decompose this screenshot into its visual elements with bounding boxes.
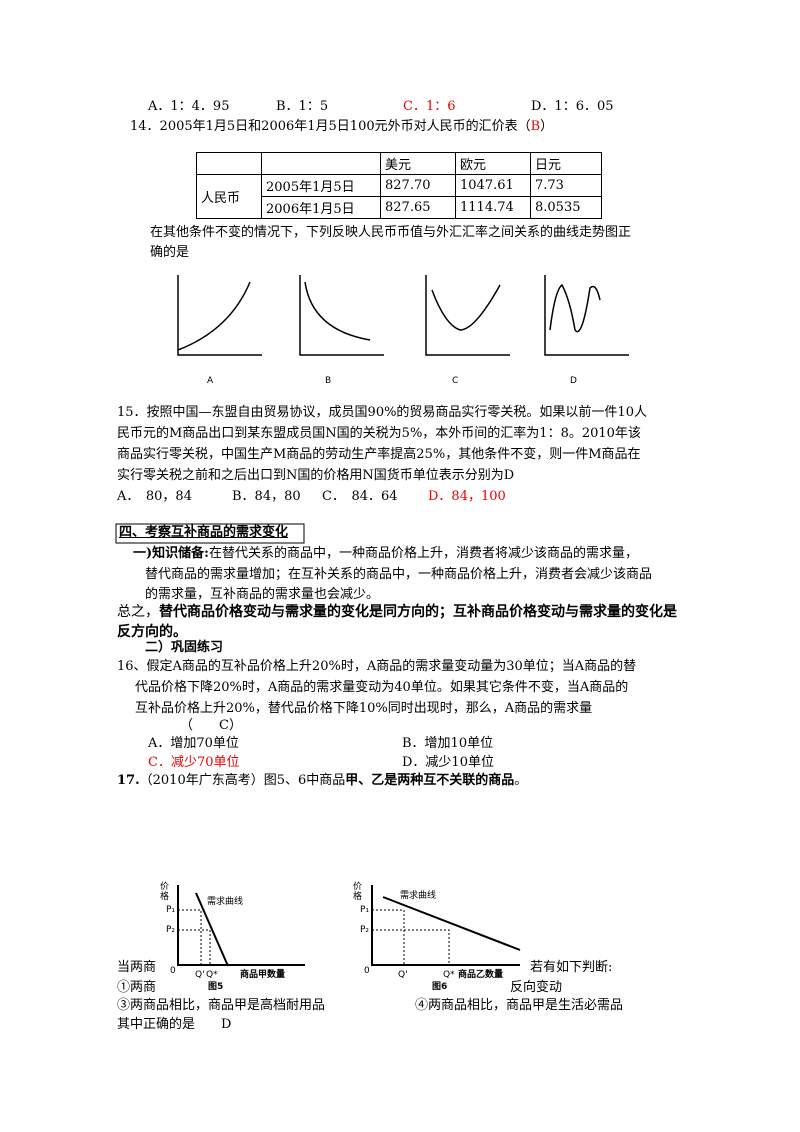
- graph-d: [544, 275, 629, 356]
- graph-c: [425, 275, 510, 356]
- cell: 日元: [530, 152, 602, 175]
- cell: 1114.74: [455, 196, 531, 219]
- text-line: 反方向的。: [117, 624, 187, 640]
- cell: 美元: [380, 152, 456, 175]
- question: 14．2005年1月5日和2006年1月5日100元外币对人民币的汇价表（B）: [130, 118, 553, 136]
- text-line: 民币元的M商品出口到某东盟成员国N国的关税为5%，本外币间的汇率为1：8。201…: [117, 426, 641, 441]
- question: 17.（2010年广东高考）图5、6中商品甲、乙是两种互不关联的商品。: [117, 772, 527, 790]
- tick-label: P₁: [166, 905, 176, 915]
- stem-end: 。: [514, 773, 528, 788]
- cell: 欧元: [455, 152, 531, 175]
- graph-b: [299, 275, 384, 356]
- heading-box: [115, 523, 305, 544]
- text-line: （ C）: [180, 718, 242, 733]
- text-fragment: 当两商: [117, 960, 157, 975]
- option: A． 80，84: [117, 489, 192, 504]
- text-line: ④两商品相比，商品甲是生活必需品: [415, 998, 624, 1013]
- option: D．1：6．05: [531, 99, 614, 114]
- curve-label: 需求曲线: [207, 897, 244, 907]
- option: B．1：5: [276, 99, 329, 114]
- cell: 人民币: [196, 174, 262, 219]
- text-line: 的需求量，互补商品的需求量也会减少。: [145, 587, 380, 602]
- tick-label: P₂: [166, 925, 176, 935]
- option: C．1：6: [403, 99, 456, 114]
- tick-label: Q*: [443, 970, 455, 980]
- prefix: 总之，: [117, 604, 159, 620]
- graph-label: A: [207, 376, 214, 386]
- number: 17.: [117, 773, 140, 788]
- tick-label: P₂: [360, 925, 370, 935]
- text-line: 商品实行零关税，中国生产M商品的劳动生产率提高25%，其他条件不变，则一件M商品…: [117, 447, 641, 462]
- text-line: 代品价格下降20%时，A商品的需求量变动为40单位。如果其它条件不变，当A商品的: [135, 680, 629, 695]
- answer: B: [530, 119, 541, 134]
- option: B．84，80: [232, 489, 301, 504]
- text-fragment: ①两商: [117, 980, 157, 995]
- curve-label: 需求曲线: [400, 891, 437, 901]
- option: D．84，100: [428, 489, 506, 504]
- cell: 827.65: [380, 196, 456, 219]
- stem: （2010年广东高考）图5、6中商品: [139, 773, 346, 788]
- section-heading: 四、考察互补商品的需求变化: [119, 525, 289, 540]
- graph-label: D: [570, 376, 577, 386]
- text: 替代商品价格变动与需求量的变化是同方向的；互补商品价格变动与需求量的变化是: [159, 604, 677, 620]
- option: C． 84．64: [322, 489, 398, 504]
- text-line: 替代商品的需求量增加；在互补关系的商品中，一种商品价格上升，消费者会减少该商品: [145, 567, 653, 582]
- text-fragment: 若有如下判断:: [530, 960, 613, 975]
- option: A．1：4．95: [148, 99, 230, 114]
- caption: 图6: [432, 982, 448, 992]
- axis-label: 商品甲数量: [240, 970, 286, 980]
- text-line: 一)知识储备:在替代关系的商品中，一种商品价格上升，消费者将减少该商品的需求量，: [133, 545, 638, 563]
- text-line: 16、假定A商品的互补品价格上升20%时，A商品的需求量变动量为30单位；当A商…: [117, 659, 637, 674]
- graph-a: [177, 275, 262, 356]
- text-line: 互补品价格上升20%，替代品价格下降10%同时出现时，那么，A商品的需求量: [135, 701, 593, 716]
- emphasis: 甲、乙是两种互不关联的商品: [345, 773, 515, 788]
- text-fragment: 反向变动: [510, 980, 563, 995]
- subheading: 二）巩固练习: [145, 640, 224, 655]
- axis-label: 商品乙数量: [458, 970, 504, 980]
- text: 在替代关系的商品中，一种商品价格上升，消费者将减少该商品的需求量，: [208, 546, 638, 561]
- text-line: 在其他条件不变的情况下，下列反映人民币币值与外汇汇率之间关系的曲线走势图正: [150, 225, 632, 240]
- cell: 2005年1月5日: [261, 174, 381, 197]
- option: C．减少70单位: [148, 755, 240, 770]
- tick-label: Q': [195, 970, 205, 980]
- option: D．减少10单位: [402, 755, 494, 770]
- text-line: 总之，替代商品价格变动与需求量的变化是同方向的；互补商品价格变动与需求量的变化是: [117, 603, 677, 621]
- axis-label: 价格: [353, 882, 363, 902]
- tick-label: Q': [398, 970, 408, 980]
- option: B．增加10单位: [402, 736, 494, 751]
- cell: 7.73: [530, 174, 602, 197]
- figure-6: [371, 885, 521, 966]
- label: 一)知识储备:: [133, 546, 209, 561]
- tick-label: P₁: [360, 905, 370, 915]
- tick-label: 0: [170, 966, 176, 976]
- graph-label: B: [325, 376, 332, 386]
- text-line: 实行零关税之前和之后出口到N国的价格用N国货币单位表示分别为D: [117, 468, 515, 483]
- axis-label: 价格: [160, 882, 170, 902]
- stem-end: ）: [540, 119, 554, 134]
- tick-label: Q*: [206, 970, 218, 980]
- figure-5: [177, 885, 305, 967]
- rate-table: 美元 欧元 日元 人民币 2005年1月5日 827.70 1047.61 7.73 200…: [196, 152, 602, 219]
- caption: 图5: [208, 982, 224, 992]
- cell: 1047.61: [455, 174, 531, 197]
- cell: 2006年1月5日: [261, 196, 381, 219]
- text-line: ③两商品相比，商品甲是高档耐用品: [117, 998, 326, 1013]
- text-line: 15．按照中国—东盟自由贸易协议，成员国90%的贸易商品实行零关税。如果以前一件…: [117, 405, 647, 420]
- cell: 827.70: [380, 174, 456, 197]
- tick-label: 0: [364, 966, 370, 976]
- text-line: 确的是: [150, 245, 190, 260]
- text-line: 其中正确的是 D: [117, 1017, 232, 1032]
- stem: 14．2005年1月5日和2006年1月5日100元外币对人民币的汇价表（: [130, 119, 531, 134]
- cell: 8.0535: [530, 196, 602, 219]
- graph-label: C: [452, 376, 459, 386]
- option: A．增加70单位: [148, 736, 239, 751]
